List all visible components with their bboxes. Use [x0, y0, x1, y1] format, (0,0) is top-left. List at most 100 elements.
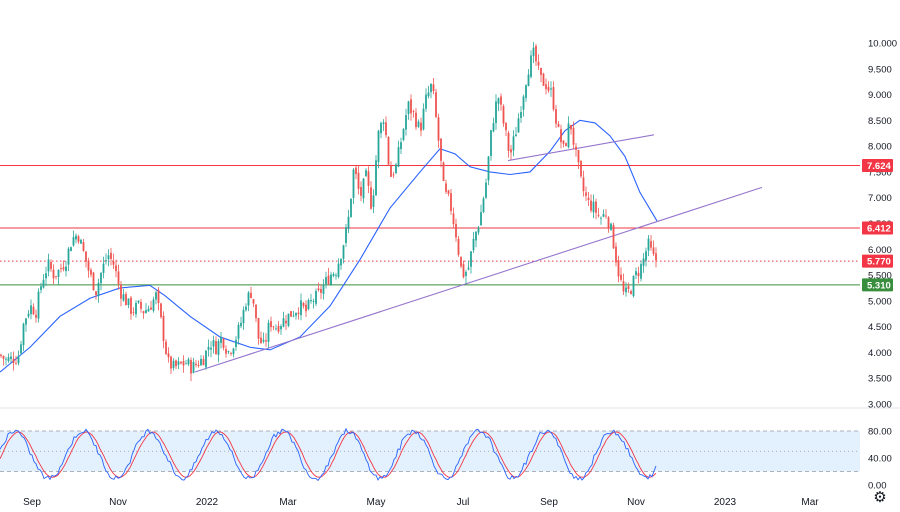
candle-body — [15, 363, 17, 365]
candle-body — [380, 123, 382, 134]
oscillator-tick-label: 40.00 — [868, 454, 892, 465]
candle-body — [192, 362, 195, 373]
candle-body — [297, 312, 300, 315]
candle-body — [162, 315, 165, 341]
candle-body — [547, 87, 550, 91]
candle-body — [105, 260, 107, 262]
candle-body — [600, 217, 602, 219]
candle-body — [410, 99, 412, 114]
candle-body — [5, 358, 7, 360]
candle-body — [90, 269, 92, 275]
level-tag — [862, 254, 893, 268]
candle-body — [125, 294, 127, 306]
oscillator-k-line — [0, 427, 657, 482]
candle-body — [627, 286, 630, 289]
time-tick-label: 2022 — [196, 497, 219, 508]
candle-body — [0, 354, 2, 357]
candle-body — [475, 231, 477, 241]
oscillator-axis[interactable]: 80.00 40.00 0.00 — [868, 427, 892, 492]
candle-body — [360, 186, 362, 196]
level-tag-label: 7.624 — [867, 161, 891, 172]
oscillator-lines — [0, 427, 657, 482]
candle-body — [115, 265, 117, 272]
candle-body — [47, 259, 50, 272]
candle-body — [365, 170, 367, 177]
candle-body — [157, 290, 160, 304]
candle-body — [420, 122, 422, 131]
candle-body — [160, 303, 162, 318]
candle-body — [237, 324, 240, 339]
candle-body — [245, 306, 247, 310]
price-pane[interactable]: 10.0009.5009.0008.5008.0007.5007.0006.50… — [0, 39, 897, 411]
candle-body — [557, 123, 560, 127]
candle-body — [367, 171, 370, 186]
candle-body — [315, 290, 317, 304]
candle-body — [587, 197, 590, 200]
candle-body — [477, 227, 480, 233]
candle-body — [650, 241, 652, 248]
candle-body — [295, 313, 297, 316]
candle-body — [460, 256, 462, 267]
candle-body — [330, 274, 332, 285]
candle-body — [137, 300, 140, 303]
candle-body — [560, 129, 562, 143]
candle-body — [332, 274, 335, 276]
price-tick-label: 5.000 — [868, 296, 892, 307]
candle-body — [285, 320, 287, 324]
candle-body — [422, 108, 425, 130]
candle-body — [277, 325, 280, 332]
candle-body — [417, 121, 420, 127]
candle-body — [345, 227, 347, 243]
candle-body — [492, 123, 495, 132]
time-tick-label: 2023 — [714, 497, 737, 508]
time-axis[interactable]: Sep Nov 2022 Mar May Jul Sep Nov 2023 Mar — [23, 497, 819, 508]
time-tick-label: Nov — [627, 497, 645, 508]
candle-body — [52, 269, 55, 279]
candle-body — [202, 358, 205, 366]
candle-body — [85, 251, 87, 262]
candle-body — [495, 101, 497, 124]
candle-body — [35, 314, 37, 318]
price-tick-label: 8.500 — [868, 116, 892, 127]
candle-body — [430, 83, 432, 93]
candle-body — [652, 247, 655, 254]
candle-body — [575, 146, 577, 150]
candle-body — [260, 337, 262, 344]
candle-body — [585, 192, 587, 196]
price-tick-label: 9.500 — [868, 64, 892, 75]
oscillator-pane[interactable]: 80.00 40.00 0.00 — [0, 427, 892, 492]
candle-body — [487, 156, 490, 181]
candle-body — [177, 361, 180, 365]
candle-body — [270, 321, 272, 328]
candle-body — [60, 268, 62, 269]
candle-body — [182, 361, 185, 366]
candle-body — [2, 355, 5, 359]
candle-body — [307, 300, 310, 310]
candle-body — [25, 318, 27, 325]
candle-body — [140, 302, 142, 309]
price-tick-label: 9.000 — [868, 90, 892, 101]
gear-icon[interactable]: ⚙ — [873, 489, 887, 506]
candle-body — [537, 61, 540, 66]
time-tick-label: Jul — [457, 497, 470, 508]
candle-body — [392, 174, 395, 176]
candle-body — [180, 361, 182, 364]
candle-body — [372, 195, 375, 207]
price-axis[interactable]: 10.0009.5009.0008.5008.0007.5007.0006.50… — [868, 39, 897, 411]
candle-body — [387, 136, 390, 165]
candle-body — [220, 337, 222, 343]
candle-body — [515, 134, 517, 137]
candle-body — [132, 311, 135, 313]
candle-body — [632, 276, 635, 296]
candle-body — [305, 304, 307, 312]
candle-body — [412, 111, 415, 112]
candle-body — [250, 292, 252, 298]
candle-body — [505, 122, 507, 131]
candle-body — [130, 297, 132, 315]
candle-body — [170, 356, 172, 369]
candle-body — [22, 323, 25, 346]
candle-body — [302, 302, 305, 307]
candle-body — [155, 292, 157, 300]
candle-body — [112, 261, 115, 265]
